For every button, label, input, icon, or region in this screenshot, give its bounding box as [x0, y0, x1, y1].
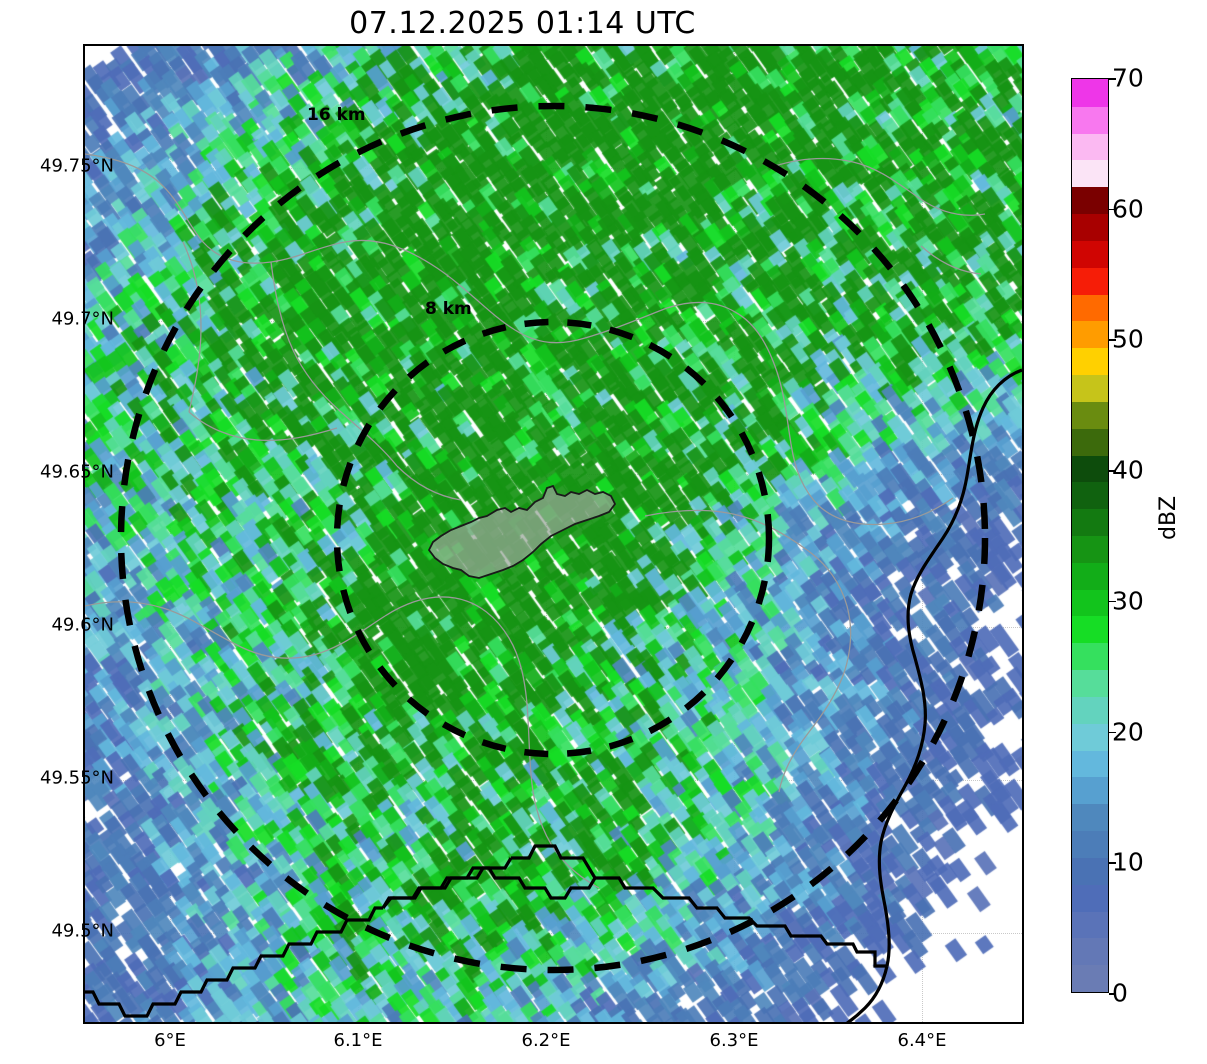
range-ring-label-8km: 8 km [425, 299, 472, 319]
colorbar-tick-label: 20 [1112, 717, 1144, 747]
colorbar-segment [1072, 374, 1108, 402]
radar-plot-canvas [85, 46, 1022, 1022]
ytick-label: 49.55°N [40, 767, 114, 789]
colorbar-segment [1072, 723, 1108, 751]
colorbar-segment [1072, 562, 1108, 590]
colorbar-segment [1072, 615, 1108, 644]
colorbar-segment [1072, 696, 1108, 724]
colorbar-segment [1072, 937, 1108, 966]
colorbar-tick-mark [1109, 862, 1116, 864]
colorbar-segment [1072, 589, 1108, 617]
colorbar-axis-label: dBZ [1156, 495, 1181, 540]
range-ring-16km [117, 102, 989, 974]
colorbar-tick-mark [1109, 78, 1116, 80]
colorbar-tick-mark [1109, 600, 1116, 603]
xtick-label: 6°E [154, 1030, 186, 1051]
xtick-label: 6.3°E [709, 1030, 759, 1051]
colorbar-tick-label: 40 [1112, 455, 1144, 485]
colorbar-segment [1072, 428, 1108, 456]
xtick-label: 6.4°E [897, 1030, 947, 1051]
colorbar-segment [1072, 347, 1108, 376]
colorbar-segment [1072, 508, 1108, 536]
minor-boundary-lines [85, 153, 986, 889]
xtick-label: 6.1°E [333, 1030, 383, 1051]
colorbar-tick-mark [1109, 208, 1116, 211]
colorbar-tick-mark [1109, 339, 1116, 342]
ytick-label: 49.6°N [51, 614, 114, 636]
page-title: 07.12.2025 01:14 UTC [349, 6, 696, 41]
colorbar-segment [1072, 454, 1108, 483]
map-overlay-layer [85, 102, 1022, 1022]
national-border [85, 368, 1022, 1022]
colorbar-segment [1072, 910, 1108, 939]
colorbar-tick-label: 50 [1112, 324, 1144, 354]
colorbar-tick-label: 60 [1112, 194, 1144, 224]
colorbar-tick-label: 0 [1112, 978, 1128, 1008]
colorbar-segment [1072, 294, 1108, 322]
colorbar-segment [1072, 669, 1108, 697]
colorbar-segment [1072, 642, 1108, 671]
colorbar-tick-mark [1109, 470, 1116, 472]
ytick-label: 49.7°N [51, 308, 114, 330]
range-ring-8km [333, 318, 773, 758]
colorbar-tick-mark [1109, 993, 1116, 995]
ytick-label: 49.5°N [51, 920, 114, 942]
colorbar-tick-label: 70 [1112, 63, 1144, 93]
colorbar-segment [1072, 884, 1108, 912]
colorbar-segment [1072, 106, 1108, 134]
colorbar-segment [1072, 320, 1108, 349]
colorbar-segment [1072, 79, 1108, 107]
colorbar-segment [1072, 267, 1108, 295]
colorbar-segment [1072, 240, 1108, 268]
colorbar-segment [1072, 535, 1108, 563]
colorbar-tick-mark [1109, 731, 1116, 734]
colorbar-segment [1072, 481, 1108, 510]
city-boundary-polygon [427, 484, 617, 579]
colorbar [1071, 78, 1109, 993]
colorbar-segment [1072, 776, 1108, 805]
colorbar-segment [1072, 213, 1108, 241]
colorbar-tick-label: 30 [1112, 586, 1144, 616]
colorbar-segment [1072, 750, 1108, 778]
colorbar-tick-label: 10 [1112, 847, 1144, 877]
colorbar-segment [1072, 830, 1108, 858]
colorbar-segment [1072, 133, 1108, 161]
ytick-label: 49.65°N [40, 461, 114, 483]
radar-plot-area: 16 km 8 km [83, 44, 1024, 1024]
range-ring-label-16km: 16 km [307, 105, 366, 125]
colorbar-segment [1072, 803, 1108, 832]
colorbar-segment [1072, 159, 1108, 188]
colorbar-segment [1072, 857, 1108, 885]
colorbar-segment [1072, 186, 1108, 215]
colorbar-segment [1072, 964, 1108, 992]
colorbar-segment [1072, 401, 1108, 429]
ytick-label: 49.75°N [40, 155, 114, 177]
xtick-label: 6.2°E [521, 1030, 571, 1051]
